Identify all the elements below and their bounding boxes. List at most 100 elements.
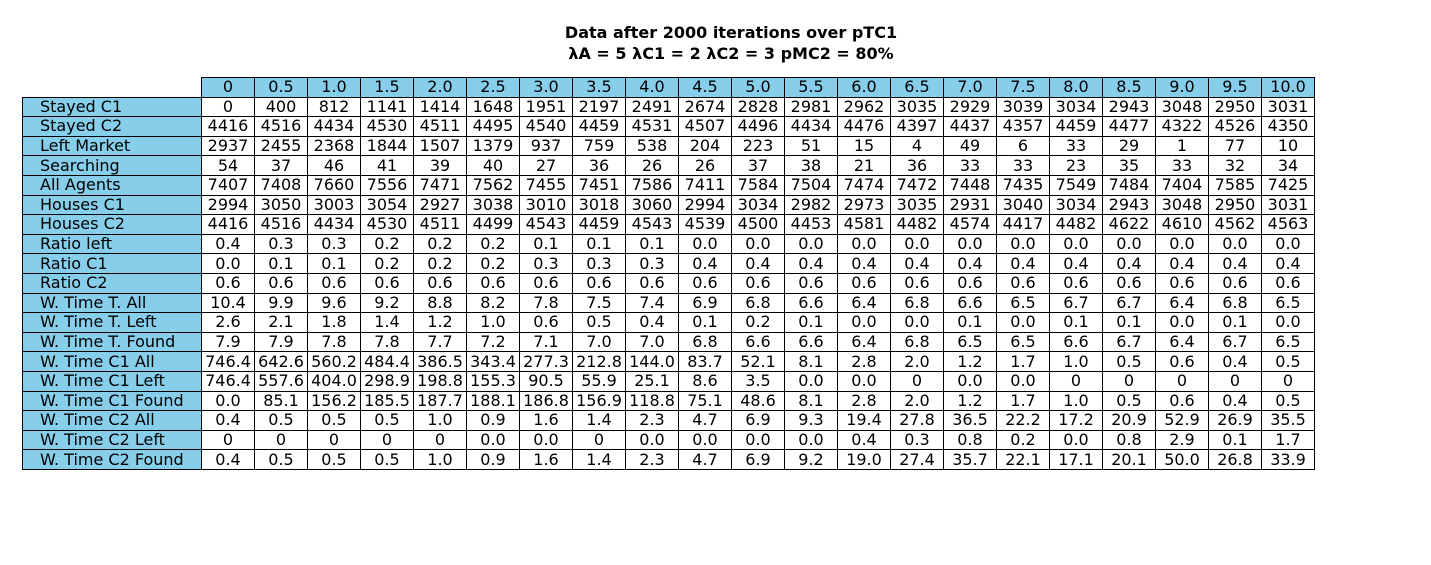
table-cell: 223 [731, 135, 785, 157]
table-cell: 0.3 [519, 253, 573, 274]
table-cell: 6.7 [1049, 292, 1103, 314]
table-cell: 4500 [731, 214, 785, 235]
table-cell: 0.0 [890, 233, 944, 255]
table-cell: 19.0 [837, 449, 891, 470]
table-cell: 0.6 [1155, 272, 1209, 294]
table-cell: 0.0 [943, 233, 997, 255]
row-header: W. Time T. Left [22, 312, 202, 333]
table-cell: 4540 [519, 116, 573, 137]
table-cell: 35 [1102, 155, 1156, 176]
table-cell: 33 [1049, 135, 1103, 157]
chart-subtitle: λA = 5 λC1 = 2 λC2 = 3 pMC2 = 80% [568, 44, 894, 63]
table-cell: 1951 [519, 96, 573, 118]
table-cell: 0.0 [943, 370, 997, 392]
table-cell: 0.6 [1208, 272, 1262, 294]
table-cell: 0.0 [1261, 312, 1315, 333]
table-cell: 0.0 [837, 370, 891, 392]
table-cell: 6.4 [837, 292, 891, 314]
table-cell: 7660 [307, 174, 361, 196]
table-cell: 3035 [890, 194, 944, 216]
table-cell: 0.2 [466, 253, 520, 274]
table-cell: 937 [519, 135, 573, 157]
table-cell: 21 [837, 155, 891, 176]
table-cell: 8.1 [784, 390, 838, 412]
table-cell: 7404 [1155, 174, 1209, 196]
table-cell: 2943 [1102, 96, 1156, 118]
table-cell: 7.2 [466, 331, 520, 353]
table-cell: 2.8 [837, 390, 891, 412]
table-cell: 0.6 [943, 272, 997, 294]
table-cell: 27 [519, 155, 573, 176]
table-cell: 2962 [837, 96, 891, 118]
table-cell: 7474 [837, 174, 891, 196]
table-cell: 26 [625, 155, 679, 176]
table-cell: 2929 [943, 96, 997, 118]
table-cell: 7484 [1102, 174, 1156, 196]
table-cell: 0.0 [731, 233, 785, 255]
table-cell: 27.8 [890, 410, 944, 431]
row-header: W. Time T. Found [22, 331, 202, 353]
table-cell: 0.5 [360, 449, 414, 470]
table-cell: 7.1 [519, 331, 573, 353]
table-cell: 6.6 [784, 292, 838, 314]
table-cell: 37 [254, 155, 308, 176]
table-cell: 0.0 [837, 312, 891, 333]
row-header: W. Time C2 Left [22, 429, 202, 451]
table-cell: 52.1 [731, 351, 785, 372]
table-cell: 0.4 [996, 253, 1050, 274]
table-cell: 3050 [254, 194, 308, 216]
table-cell: 0.0 [890, 312, 944, 333]
table-cell: 6.7 [1102, 331, 1156, 353]
table-cell: 0.4 [201, 410, 255, 431]
table-cell: 2982 [784, 194, 838, 216]
table-cell: 0.6 [360, 272, 414, 294]
row-header: Stayed C2 [22, 116, 202, 137]
table-cell: 0.2 [413, 253, 467, 274]
column-header: 1.0 [307, 77, 361, 98]
table-cell: 0 [360, 429, 414, 451]
table-cell: 4482 [890, 214, 944, 235]
table-cell: 0.0 [201, 390, 255, 412]
table-cell: 3054 [360, 194, 414, 216]
table-cell: 9.9 [254, 292, 308, 314]
row-header: Searching [22, 155, 202, 176]
table-cell: 0.0 [678, 429, 732, 451]
table-cell: 560.2 [307, 351, 361, 372]
table-cell: 0.0 [784, 429, 838, 451]
table-cell: 7448 [943, 174, 997, 196]
table-cell: 0.0 [1261, 233, 1315, 255]
table-cell: 23 [1049, 155, 1103, 176]
table-cell: 35.5 [1261, 410, 1315, 431]
table-row: Stayed C1 0 400 812 1141 1414 1648 1951 2197 2491… [22, 96, 1315, 118]
table-cell: 4543 [625, 214, 679, 235]
table-cell: 15 [837, 135, 891, 157]
table-cell: 0.2 [413, 233, 467, 255]
table-cell: 33.9 [1261, 449, 1315, 470]
table-cell: 7562 [466, 174, 520, 196]
table-cell: 1.7 [996, 390, 1050, 412]
column-header: 7.0 [943, 77, 997, 98]
column-header: 8.0 [1049, 77, 1103, 98]
table-cell: 35.7 [943, 449, 997, 470]
table-cell: 1.2 [943, 351, 997, 372]
table-cell: 0.5 [572, 312, 626, 333]
table-cell: 4610 [1155, 214, 1209, 235]
table-cell: 2.0 [890, 351, 944, 372]
table-cell: 4531 [625, 116, 679, 137]
table-cell: 0.6 [784, 272, 838, 294]
table-row: Searching 54 37 46 41 39 40 27 36 26 26 37 38 21 36 33 3… [22, 155, 1315, 176]
table-cell: 0.0 [625, 429, 679, 451]
table-cell: 0.5 [360, 410, 414, 431]
column-header: 9.5 [1208, 77, 1262, 98]
table-cell: 4563 [1261, 214, 1315, 235]
table-cell: 2.1 [254, 312, 308, 333]
table-cell: 3018 [572, 194, 626, 216]
table-cell: 52.9 [1155, 410, 1209, 431]
table-cell: 2.9 [1155, 429, 1209, 451]
table-cell: 0.3 [307, 233, 361, 255]
table-cell: 48.6 [731, 390, 785, 412]
table-cell: 3048 [1155, 96, 1209, 118]
column-header: 5.0 [731, 77, 785, 98]
table-cell: 4.7 [678, 449, 732, 470]
column-header: 3.5 [572, 77, 626, 98]
